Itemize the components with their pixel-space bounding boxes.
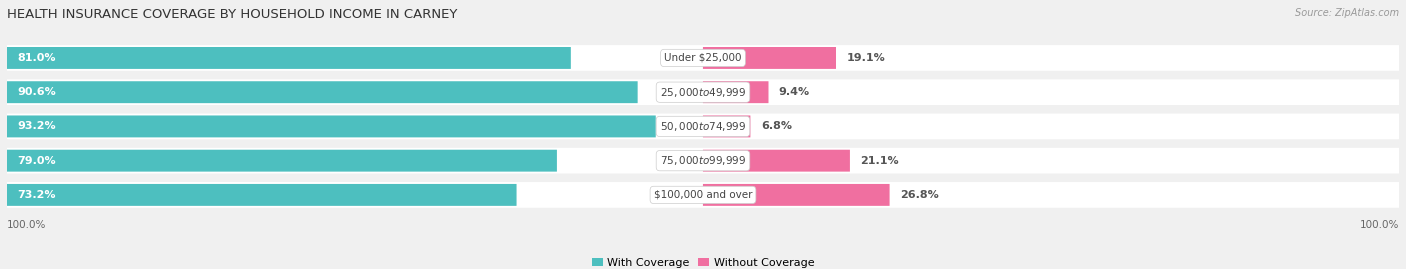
Legend: With Coverage, Without Coverage: With Coverage, Without Coverage bbox=[592, 258, 814, 268]
FancyBboxPatch shape bbox=[703, 115, 751, 137]
Text: $75,000 to $99,999: $75,000 to $99,999 bbox=[659, 154, 747, 167]
FancyBboxPatch shape bbox=[7, 150, 557, 172]
Text: $50,000 to $74,999: $50,000 to $74,999 bbox=[659, 120, 747, 133]
Text: HEALTH INSURANCE COVERAGE BY HOUSEHOLD INCOME IN CARNEY: HEALTH INSURANCE COVERAGE BY HOUSEHOLD I… bbox=[7, 8, 457, 21]
Text: 100.0%: 100.0% bbox=[7, 220, 46, 229]
FancyBboxPatch shape bbox=[703, 184, 890, 206]
FancyBboxPatch shape bbox=[7, 114, 1399, 139]
FancyBboxPatch shape bbox=[7, 45, 1399, 71]
Text: 26.8%: 26.8% bbox=[900, 190, 939, 200]
Text: Under $25,000: Under $25,000 bbox=[664, 53, 742, 63]
FancyBboxPatch shape bbox=[7, 115, 655, 137]
FancyBboxPatch shape bbox=[703, 81, 769, 103]
Text: 79.0%: 79.0% bbox=[17, 156, 56, 166]
Text: 73.2%: 73.2% bbox=[17, 190, 56, 200]
FancyBboxPatch shape bbox=[7, 81, 638, 103]
Text: 90.6%: 90.6% bbox=[17, 87, 56, 97]
Text: $25,000 to $49,999: $25,000 to $49,999 bbox=[659, 86, 747, 99]
Text: 81.0%: 81.0% bbox=[17, 53, 56, 63]
Text: 93.2%: 93.2% bbox=[17, 121, 56, 132]
Text: 9.4%: 9.4% bbox=[779, 87, 810, 97]
Text: Source: ZipAtlas.com: Source: ZipAtlas.com bbox=[1295, 8, 1399, 18]
FancyBboxPatch shape bbox=[7, 79, 1399, 105]
FancyBboxPatch shape bbox=[703, 150, 849, 172]
Text: 19.1%: 19.1% bbox=[846, 53, 886, 63]
Text: 21.1%: 21.1% bbox=[860, 156, 898, 166]
FancyBboxPatch shape bbox=[7, 184, 516, 206]
FancyBboxPatch shape bbox=[703, 47, 837, 69]
Text: 6.8%: 6.8% bbox=[761, 121, 792, 132]
Text: 100.0%: 100.0% bbox=[1360, 220, 1399, 229]
FancyBboxPatch shape bbox=[7, 47, 571, 69]
FancyBboxPatch shape bbox=[7, 182, 1399, 208]
Text: $100,000 and over: $100,000 and over bbox=[654, 190, 752, 200]
FancyBboxPatch shape bbox=[7, 148, 1399, 174]
